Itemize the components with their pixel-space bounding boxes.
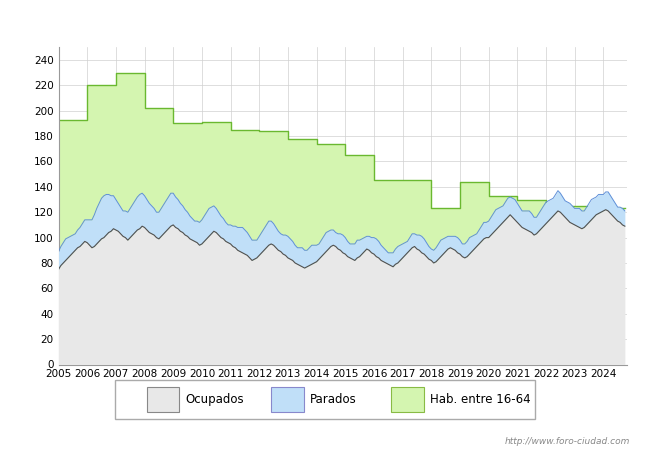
FancyBboxPatch shape: [272, 387, 304, 412]
FancyBboxPatch shape: [147, 387, 179, 412]
Text: Parados: Parados: [310, 393, 357, 406]
FancyBboxPatch shape: [115, 380, 535, 419]
Text: http://www.foro-ciudad.com: http://www.foro-ciudad.com: [505, 436, 630, 446]
Text: Hab. entre 16-64: Hab. entre 16-64: [430, 393, 531, 406]
Text: Adanero - Evolucion de la poblacion en edad de Trabajar Septiembre de 2024: Adanero - Evolucion de la poblacion en e…: [66, 15, 584, 28]
FancyBboxPatch shape: [391, 387, 424, 412]
Text: Ocupados: Ocupados: [186, 393, 244, 406]
